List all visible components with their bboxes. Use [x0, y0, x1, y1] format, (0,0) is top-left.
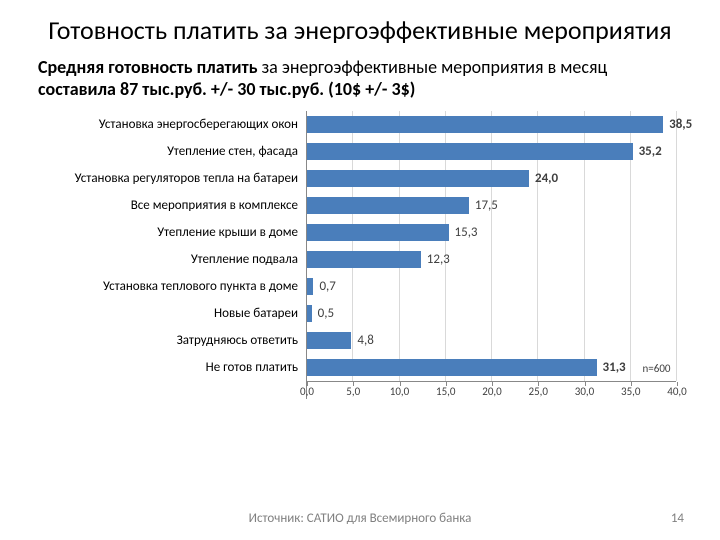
- category-label: Установка регуляторов тепла на батареи: [44, 171, 306, 186]
- bar-value-label: 15,3: [455, 224, 478, 241]
- plot-area: Установка энергосберегающих окон38,5Утеп…: [44, 111, 684, 381]
- subtitle-mid: за энергоэффективные мероприятия в месяц: [258, 56, 608, 78]
- plot-cell: 38,5: [306, 111, 676, 138]
- plot-cell: 12,3: [306, 246, 676, 273]
- bar-value-label: 31,3: [603, 359, 626, 376]
- axis-tick-label: 10,0: [390, 385, 409, 398]
- plot-cell: 17,5: [306, 192, 676, 219]
- axis-tick-label: 40,0: [667, 385, 686, 398]
- slide-title: Готовность платить за энергоэффективные …: [36, 16, 684, 46]
- category-label: Не готов платить: [44, 360, 306, 375]
- bar: [307, 278, 313, 295]
- bar-value-label: 0,5: [318, 305, 334, 322]
- bar-chart: Установка энергосберегающих окон38,5Утеп…: [44, 111, 684, 399]
- page-number: 14: [644, 511, 684, 526]
- footer: Источник: САТИО для Всемирного банка 14: [0, 511, 720, 526]
- chart-row: Новые батареи 0,5: [44, 300, 684, 327]
- x-axis: 0,0 5,0 10,0 15,0 20,0 25,0 30,0 35,0 40,0: [44, 381, 684, 399]
- chart-row: Не готов платить 31,3 n=600: [44, 354, 684, 381]
- axis-tick-label: 5,0: [346, 385, 360, 398]
- bar: [307, 116, 663, 133]
- slide-subtitle: Средняя готовность платить за энергоэффе…: [36, 56, 684, 101]
- bar-value-label: 24,0: [535, 170, 558, 187]
- category-label: Все мероприятия в комплексе: [44, 198, 306, 213]
- axis-tick-label: 35,0: [621, 385, 640, 398]
- axis-tick-label: 30,0: [575, 385, 594, 398]
- chart-row: Все мероприятия в комплексе 17,5: [44, 192, 684, 219]
- bar: [307, 305, 312, 322]
- bar-value-label: 4,8: [357, 332, 373, 349]
- category-label: Утепление крыши в доме: [44, 225, 306, 240]
- subtitle-lead: Средняя готовность платить: [38, 56, 258, 78]
- n-label: n=600: [643, 362, 671, 375]
- axis-plot: 0,05,010,015,020,025,030,035,040,0: [306, 381, 676, 399]
- plot-cell: 0,7: [306, 273, 676, 300]
- bar: [307, 197, 469, 214]
- chart-row: Установка теплового пункта в доме 0,7: [44, 273, 684, 300]
- plot-cell: 31,3 n=600: [306, 354, 676, 381]
- bar-value-label: 17,5: [475, 197, 498, 214]
- bar: [307, 224, 449, 241]
- category-label: Установка энергосберегающих окон: [44, 117, 306, 132]
- subtitle-tail: составила 87 тыс.руб. +/- 30 тыс.руб. (1…: [38, 78, 415, 100]
- plot-cell: 4,8: [306, 327, 676, 354]
- chart-row: Утепление стен, фасада 35,2: [44, 138, 684, 165]
- bar: [307, 143, 633, 160]
- chart-row: Утепление крыши в доме 15,3: [44, 219, 684, 246]
- plot-cell: 0,5: [306, 300, 676, 327]
- plot-cell: 24,0: [306, 165, 676, 192]
- bar: [307, 251, 421, 268]
- category-label: Затрудняюсь ответить: [44, 333, 306, 348]
- chart-row: Затрудняюсь ответить 4,8: [44, 327, 684, 354]
- chart-row: Установка регуляторов тепла на батареи 24…: [44, 165, 684, 192]
- chart-row: Установка энергосберегающих окон38,5: [44, 111, 684, 138]
- axis-tick-label: 20,0: [482, 385, 501, 398]
- source-text: Источник: САТИО для Всемирного банка: [76, 511, 644, 526]
- plot-cell: 15,3: [306, 219, 676, 246]
- bar: [307, 170, 529, 187]
- bar-value-label: 12,3: [427, 251, 450, 268]
- bar: [307, 359, 597, 376]
- axis-tick-label: 25,0: [529, 385, 548, 398]
- bar-value-label: 0,7: [319, 278, 335, 295]
- category-label: Новые батареи: [44, 306, 306, 321]
- chart-row: Утепление подвала 12,3: [44, 246, 684, 273]
- bar: [307, 332, 351, 349]
- bar-value-label: 38,5: [669, 116, 692, 133]
- plot-cell: 35,2: [306, 138, 676, 165]
- axis-tick-label: 0,0: [300, 385, 314, 398]
- category-label: Установка теплового пункта в доме: [44, 279, 306, 294]
- category-label: Утепление подвала: [44, 252, 306, 267]
- axis-tick-label: 15,0: [436, 385, 455, 398]
- category-label: Утепление стен, фасада: [44, 144, 306, 159]
- bar-value-label: 35,2: [639, 143, 662, 160]
